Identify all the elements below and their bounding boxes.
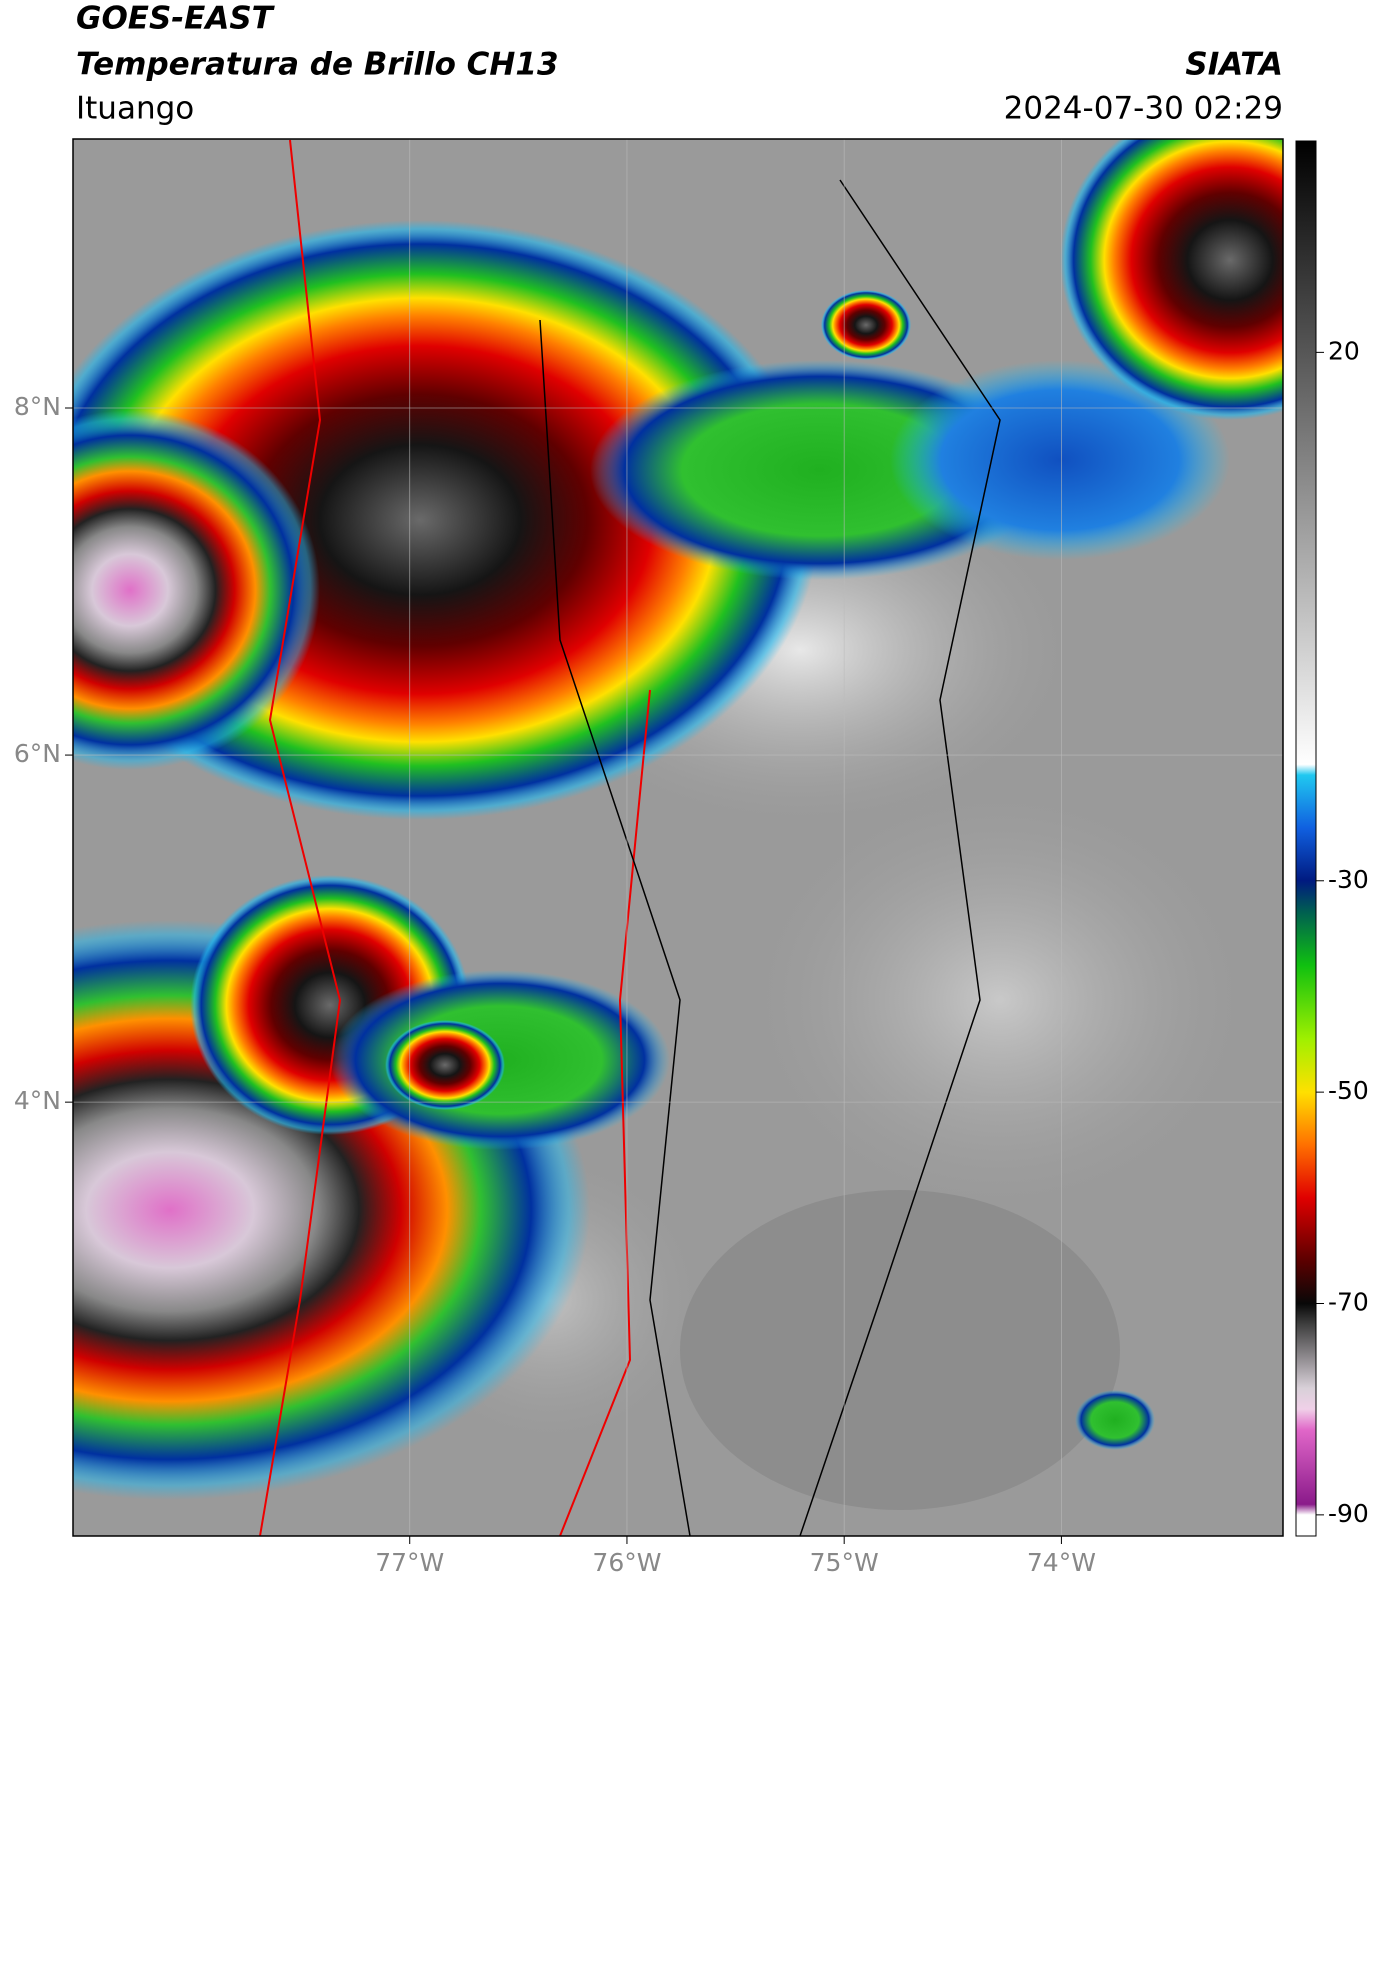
place: Ituango bbox=[76, 91, 194, 127]
satellite-image bbox=[73, 139, 1283, 1536]
colorbar-tick-label: -50 bbox=[1328, 1076, 1369, 1105]
subtitle: Temperatura de Brillo CH13 bbox=[76, 47, 559, 83]
brand: SIATA bbox=[1185, 47, 1283, 83]
y-tick-label: 4°N bbox=[14, 1086, 61, 1115]
colorbar-tick-label: 20 bbox=[1328, 336, 1360, 365]
colorbar bbox=[1295, 140, 1317, 1537]
x-tick-label: 75°W bbox=[810, 1548, 879, 1577]
title: GOES-EAST bbox=[76, 1, 276, 37]
y-tick-label: 8°N bbox=[14, 392, 61, 421]
y-tick-label: 6°N bbox=[14, 739, 61, 768]
map-frame bbox=[72, 138, 1284, 1537]
colorbar-tick-label: -90 bbox=[1328, 1499, 1369, 1528]
x-tick-label: 76°W bbox=[592, 1548, 661, 1577]
colorbar-tick-label: -30 bbox=[1328, 865, 1369, 894]
colorbar-tick-label: -70 bbox=[1328, 1288, 1369, 1317]
x-tick-label: 74°W bbox=[1027, 1548, 1096, 1577]
x-tick-label: 77°W bbox=[375, 1548, 444, 1577]
datetime: 2024-07-30 02:29 bbox=[1004, 91, 1283, 127]
